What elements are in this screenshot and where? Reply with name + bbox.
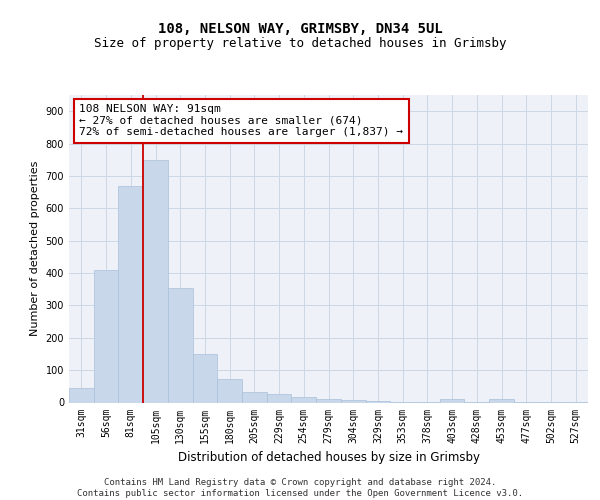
Text: Size of property relative to detached houses in Grimsby: Size of property relative to detached ho… [94,38,506,51]
Bar [193,354,217,403]
Text: Contains HM Land Registry data © Crown copyright and database right 2024.
Contai: Contains HM Land Registry data © Crown c… [77,478,523,498]
Bar [118,186,143,402]
Bar [267,394,292,402]
Bar [489,400,514,402]
Bar [168,288,193,403]
Text: 108 NELSON WAY: 91sqm
← 27% of detached houses are smaller (674)
72% of semi-det: 108 NELSON WAY: 91sqm ← 27% of detached … [79,104,403,138]
Y-axis label: Number of detached properties: Number of detached properties [30,161,40,336]
Bar [365,401,390,402]
Bar [341,400,365,402]
Bar [316,400,341,402]
Bar [292,397,316,402]
Bar [143,160,168,402]
X-axis label: Distribution of detached houses by size in Grimsby: Distribution of detached houses by size … [178,451,479,464]
Bar [217,379,242,402]
Bar [440,400,464,402]
Bar [69,388,94,402]
Text: 108, NELSON WAY, GRIMSBY, DN34 5UL: 108, NELSON WAY, GRIMSBY, DN34 5UL [158,22,442,36]
Bar [242,392,267,402]
Bar [94,270,118,402]
